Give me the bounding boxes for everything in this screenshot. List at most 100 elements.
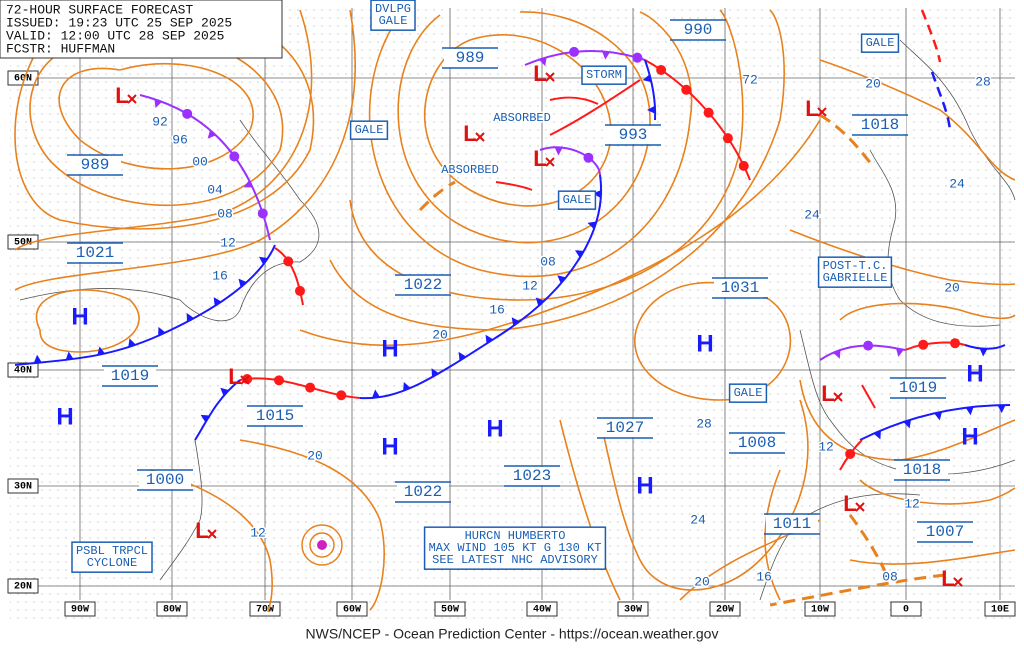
latitude-label: 30N xyxy=(14,482,32,493)
fronts xyxy=(14,9,1011,607)
absorbed-note: ABSORBED xyxy=(441,163,499,177)
front-semicircle xyxy=(336,390,347,401)
isobar-label: 28 xyxy=(696,416,712,431)
central-pressure: 1019 xyxy=(111,367,149,385)
pressure-bg xyxy=(766,515,818,533)
high-center: H xyxy=(381,335,398,362)
front-triangle xyxy=(873,430,881,440)
note-frame xyxy=(817,256,893,288)
latitude-label: 60N xyxy=(14,74,32,85)
high-center: H xyxy=(696,330,713,357)
lon-label-box xyxy=(249,601,281,617)
pressure-bg xyxy=(919,523,971,541)
high-center: H xyxy=(381,433,398,460)
front-triangle xyxy=(403,382,411,391)
note-box: GALE xyxy=(728,383,768,403)
note-line: PSBL TRPCL xyxy=(76,544,148,558)
note-line: POST-T.C. xyxy=(823,259,888,273)
isobar-label: 16 xyxy=(756,569,772,584)
longitude-label: 0 xyxy=(903,605,909,616)
low-center: L xyxy=(533,61,546,86)
front-semicircle xyxy=(583,152,594,163)
front-triangle xyxy=(220,387,229,397)
front-triangle xyxy=(554,147,563,156)
central-pressure: 989 xyxy=(456,49,485,67)
front-triangle xyxy=(97,346,106,356)
front-semicircle xyxy=(283,256,294,267)
lat-label-box xyxy=(7,362,39,378)
high-center: H xyxy=(636,472,653,499)
front-triangle xyxy=(238,278,247,288)
absorbed-note: ABSORBED xyxy=(493,111,551,125)
lat-label-box xyxy=(7,578,39,594)
longitude-label: 40W xyxy=(533,605,551,616)
front-triangle xyxy=(895,348,904,357)
front-triangle xyxy=(511,317,520,327)
front-semicircle xyxy=(294,285,305,296)
isobars xyxy=(14,9,1016,613)
note-frame xyxy=(860,33,900,53)
pressure-bg xyxy=(69,244,121,262)
longitude-label: 80W xyxy=(163,605,181,616)
note-line: SEE LATEST NHC ADVISORY xyxy=(432,553,598,567)
front-triangle xyxy=(647,105,656,114)
central-pressure: 989 xyxy=(81,156,110,174)
central-pressure: 1000 xyxy=(146,471,184,489)
high-center: H xyxy=(56,403,73,430)
isobar-label: 24 xyxy=(949,176,965,191)
front-semicircle xyxy=(632,52,643,63)
pressure-bg xyxy=(854,116,906,134)
front-triangle xyxy=(535,297,545,307)
front-triangle xyxy=(186,312,195,322)
low-x xyxy=(833,392,843,402)
front-triangle xyxy=(207,129,216,139)
isobar-label: 08 xyxy=(217,206,233,221)
isobar-label: 08 xyxy=(540,254,556,269)
front-triangle xyxy=(587,221,597,230)
front-semicircle xyxy=(738,160,749,171)
note-line: STORM xyxy=(586,68,622,82)
pressure-bg xyxy=(599,419,651,437)
central-pressure: 1015 xyxy=(256,407,294,425)
front-triangle xyxy=(154,99,162,109)
lon-label-box xyxy=(804,601,836,617)
low-x xyxy=(207,529,217,539)
isobar-label: 04 xyxy=(207,182,223,197)
low-center: L xyxy=(843,491,856,516)
pressure-bg xyxy=(69,156,121,174)
isobar-label: 92 xyxy=(152,114,168,129)
isobar-label: 12 xyxy=(522,278,538,293)
front-semicircle xyxy=(257,208,268,219)
header-line: FCSTR: HUFFMAN xyxy=(6,41,115,56)
isobar-label: 20 xyxy=(865,76,881,91)
low-x xyxy=(953,577,963,587)
front-triangle xyxy=(979,348,988,357)
low-center: L xyxy=(463,121,476,146)
front-semicircle xyxy=(950,338,961,349)
pressure-bg xyxy=(892,379,944,397)
isobar-label: 20 xyxy=(944,280,960,295)
front-triangle xyxy=(128,338,136,348)
pressure-bg xyxy=(397,276,449,294)
isobar-label: 28 xyxy=(975,74,991,89)
central-pressure: 1027 xyxy=(606,419,644,437)
isobar-label: 08 xyxy=(882,569,898,584)
longitude-label: 10W xyxy=(811,605,829,616)
footer-bg xyxy=(262,624,762,646)
latitude-label: 40N xyxy=(14,366,32,377)
latitude-label: 50N xyxy=(14,238,32,249)
lat-label-box xyxy=(7,234,39,250)
low-center: L xyxy=(533,146,546,171)
low-center: L xyxy=(941,566,954,591)
longitude-label: 10E xyxy=(991,605,1009,616)
high-center: H xyxy=(486,415,503,442)
front-triangle xyxy=(213,297,222,306)
header-line: ISSUED: 19:23 UTC 25 SEP 2025 xyxy=(6,15,232,30)
central-pressure: 1022 xyxy=(404,483,442,501)
central-pressure: 1031 xyxy=(721,279,759,297)
note-line: GALE xyxy=(355,123,384,137)
low-center: L xyxy=(821,381,834,406)
longitude-label: 20W xyxy=(716,605,734,616)
